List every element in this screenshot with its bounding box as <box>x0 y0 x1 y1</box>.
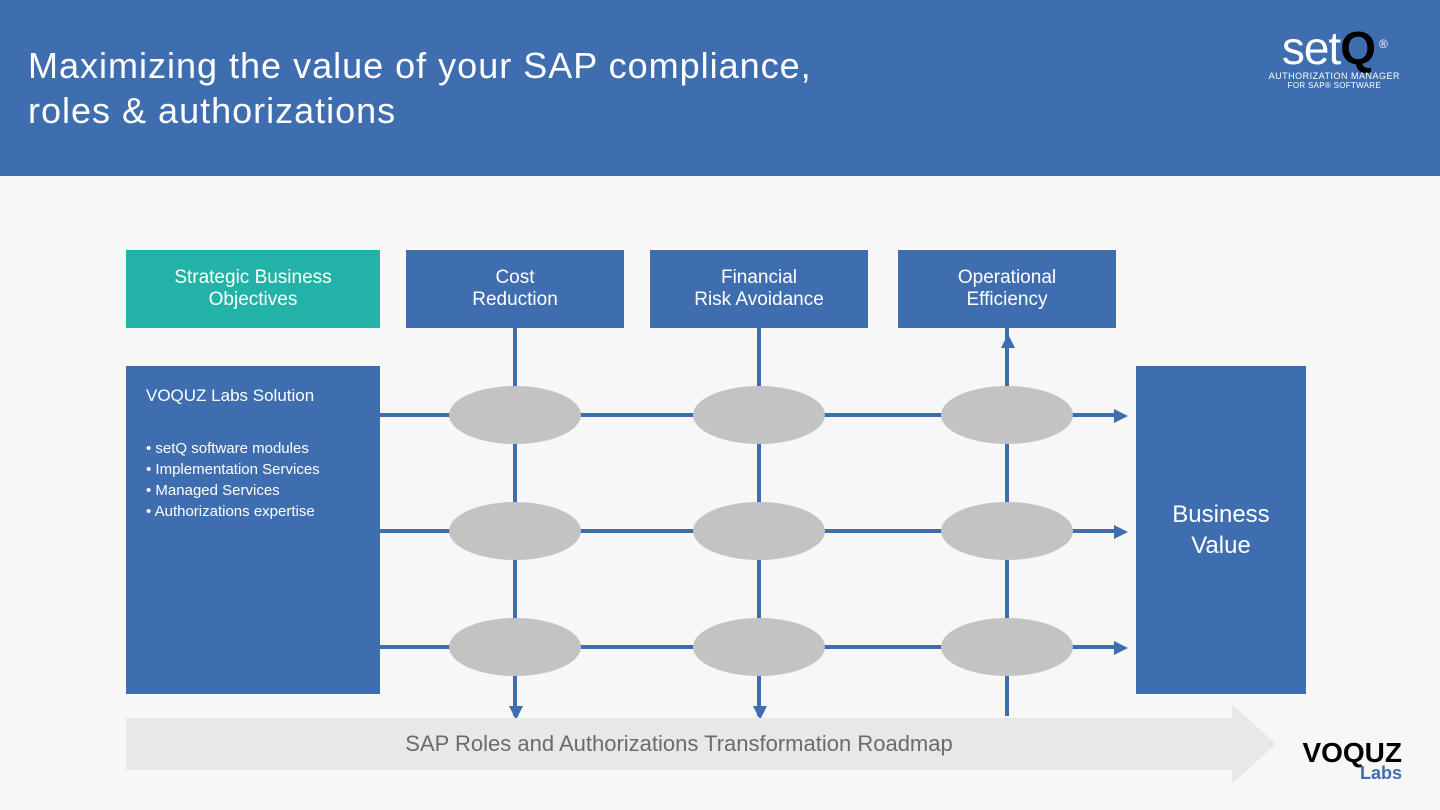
voquz-solution-box: VOQUZ Labs Solution setQ software modules… <box>126 366 380 694</box>
v-arrowhead-up-col-2 <box>1001 334 1015 348</box>
h-arrowhead-row-1 <box>1114 525 1128 539</box>
ellipse-r2-c0 <box>449 618 581 676</box>
logo-subtitle-1: AUTHORIZATION MANAGER <box>1269 71 1400 81</box>
logo-text-q: Q <box>1340 22 1375 74</box>
logo-text-set: set <box>1282 22 1340 74</box>
sidebar-item-2: Managed Services <box>146 482 360 499</box>
ellipse-r1-c2 <box>941 502 1073 560</box>
ellipse-r1-c1 <box>693 502 825 560</box>
operational-efficiency-box: OperationalEfficiency <box>898 250 1116 328</box>
roadmap-arrow: SAP Roles and Authorizations Transformat… <box>126 718 1276 770</box>
voquz-labs-logo: VOQUZ Labs <box>1302 737 1402 784</box>
ellipse-r0-c2 <box>941 386 1073 444</box>
business-value-box: BusinessValue <box>1136 366 1306 694</box>
ellipse-r1-c0 <box>449 502 581 560</box>
ellipse-r2-c2 <box>941 618 1073 676</box>
ellipse-r2-c1 <box>693 618 825 676</box>
sidebar-title: VOQUZ Labs Solution <box>146 386 360 406</box>
sidebar-item-3: Authorizations expertise <box>146 503 360 520</box>
logo-subtitle-2: FOR SAP® SOFTWARE <box>1269 81 1400 90</box>
logo-registered: ® <box>1379 37 1387 51</box>
sidebar-item-1: Implementation Services <box>146 461 360 478</box>
strategic-objectives-box: Strategic BusinessObjectives <box>126 250 380 328</box>
sidebar-item-0: setQ software modules <box>146 440 360 457</box>
ellipse-r0-c1 <box>693 386 825 444</box>
ellipse-r0-c0 <box>449 386 581 444</box>
diagram-canvas: Strategic BusinessObjectives CostReductio… <box>0 176 1440 810</box>
roadmap-label: SAP Roles and Authorizations Transformat… <box>126 718 1232 770</box>
slide-title: Maximizing the value of your SAP complia… <box>28 43 812 133</box>
roadmap-arrowhead <box>1232 704 1276 784</box>
setq-logo: setQ® AUTHORIZATION MANAGER FOR SAP® SOF… <box>1269 28 1400 90</box>
slide-header: Maximizing the value of your SAP complia… <box>0 0 1440 176</box>
cost-reduction-box: CostReduction <box>406 250 624 328</box>
h-arrowhead-row-2 <box>1114 641 1128 655</box>
h-arrowhead-row-0 <box>1114 409 1128 423</box>
financial-risk-box: FinancialRisk Avoidance <box>650 250 868 328</box>
